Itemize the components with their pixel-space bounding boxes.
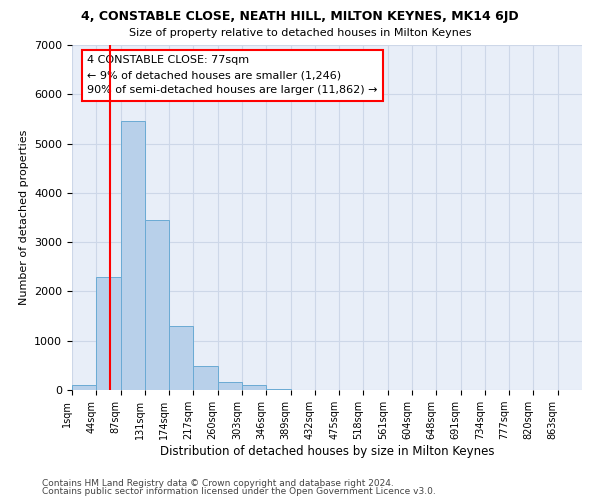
Bar <box>218 382 242 390</box>
X-axis label: Distribution of detached houses by size in Milton Keynes: Distribution of detached houses by size … <box>160 445 494 458</box>
Text: 4, CONSTABLE CLOSE, NEATH HILL, MILTON KEYNES, MK14 6JD: 4, CONSTABLE CLOSE, NEATH HILL, MILTON K… <box>81 10 519 23</box>
Bar <box>72 385 96 390</box>
Text: 4 CONSTABLE CLOSE: 77sqm
← 9% of detached houses are smaller (1,246)
90% of semi: 4 CONSTABLE CLOSE: 77sqm ← 9% of detache… <box>88 56 378 95</box>
Bar <box>242 385 266 390</box>
Text: Contains public sector information licensed under the Open Government Licence v3: Contains public sector information licen… <box>42 487 436 496</box>
Bar <box>96 276 121 390</box>
Text: Size of property relative to detached houses in Milton Keynes: Size of property relative to detached ho… <box>129 28 471 38</box>
Bar <box>193 366 218 390</box>
Bar <box>145 220 169 390</box>
Bar <box>266 388 290 390</box>
Text: Contains HM Land Registry data © Crown copyright and database right 2024.: Contains HM Land Registry data © Crown c… <box>42 478 394 488</box>
Bar <box>121 122 145 390</box>
Y-axis label: Number of detached properties: Number of detached properties <box>19 130 29 305</box>
Bar <box>169 326 193 390</box>
